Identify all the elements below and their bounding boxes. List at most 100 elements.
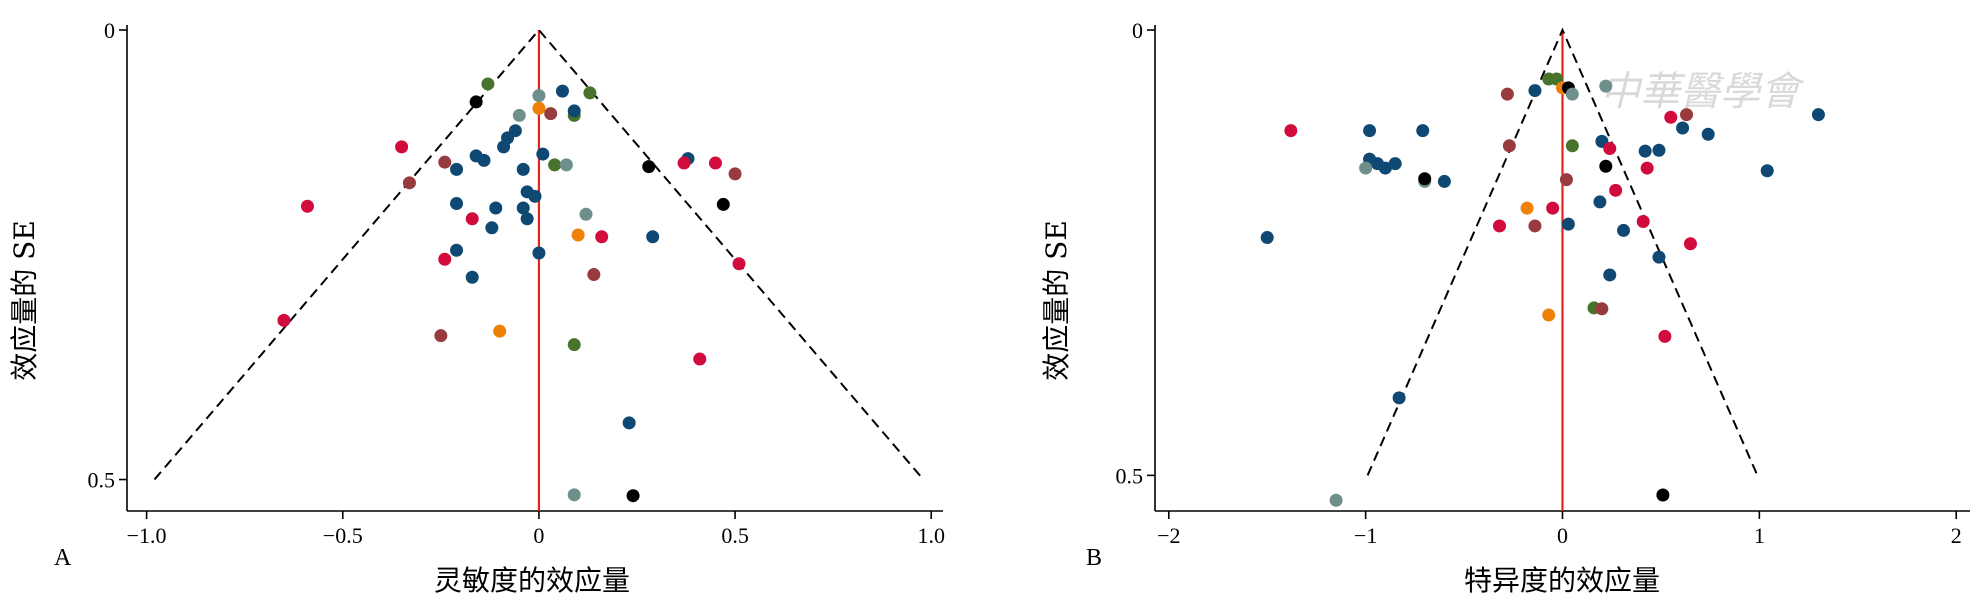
study-point <box>1378 161 1392 175</box>
x-tick-label: 1.0 <box>917 523 945 548</box>
study-point <box>579 207 593 221</box>
study-point <box>626 489 640 503</box>
study-point <box>1599 159 1613 173</box>
study-point <box>1603 268 1617 282</box>
study-point <box>567 338 581 352</box>
study-point <box>520 212 534 226</box>
x-axis-title: 灵敏度的效应量 <box>434 564 630 597</box>
study-point <box>646 230 660 244</box>
study-point <box>567 488 581 502</box>
study-point <box>469 95 483 109</box>
y-tick-label: 0.5 <box>1116 463 1144 488</box>
panel-label: A <box>54 545 72 571</box>
y-tick-label: 0 <box>104 18 115 43</box>
panel-label: B <box>1086 545 1102 571</box>
study-point <box>512 108 526 122</box>
study-point <box>1658 329 1672 343</box>
study-point <box>1701 127 1715 141</box>
study-point <box>1638 144 1652 158</box>
study-point <box>485 221 499 235</box>
x-tick-label: 0 <box>1557 523 1568 548</box>
study-point <box>1683 237 1697 251</box>
study-point <box>595 230 609 244</box>
study-point <box>1520 201 1534 215</box>
study-point <box>1363 124 1377 138</box>
study-point <box>1559 173 1573 187</box>
study-point <box>450 197 464 211</box>
study-point <box>732 257 746 271</box>
study-point <box>1284 124 1298 138</box>
study-point <box>1561 217 1575 231</box>
panel-b-funnel-plot: −2 −1 0 1 2 0 0.5 特异度的效应量 效应量的 SE B <box>1040 18 1970 597</box>
study-point <box>481 77 495 91</box>
study-point <box>516 201 530 215</box>
study-point <box>477 153 491 167</box>
study-point <box>1392 391 1406 405</box>
study-point <box>1493 219 1507 233</box>
study-point <box>571 228 585 242</box>
study-point <box>1528 84 1542 98</box>
panel-a-funnel-plot: −1.0 −0.5 0 0.5 1.0 0 0.5 灵敏度的效应量 效应量的 SE A <box>8 18 945 597</box>
study-point <box>677 156 691 170</box>
study-point <box>1656 488 1670 502</box>
study-point <box>536 147 550 161</box>
study-point <box>1760 164 1774 178</box>
study-point <box>1593 195 1607 209</box>
study-point <box>1676 121 1690 135</box>
x-axis-title: 特异度的效应量 <box>1464 564 1660 597</box>
study-point <box>465 270 479 284</box>
study-point <box>516 162 530 176</box>
study-point <box>1500 87 1514 101</box>
study-point <box>1680 108 1694 122</box>
study-point <box>1664 110 1678 124</box>
study-point <box>1329 493 1343 507</box>
study-point <box>544 107 558 121</box>
study-point <box>532 246 546 260</box>
study-point <box>642 160 656 174</box>
x-tick-label: 1 <box>1754 523 1765 548</box>
funnel-confidence-limits <box>1366 27 1759 476</box>
study-point <box>1652 250 1666 264</box>
study-point <box>1388 157 1402 171</box>
study-point <box>622 416 636 430</box>
x-tick-label: −0.5 <box>323 523 363 548</box>
study-point <box>1609 183 1623 197</box>
study-point <box>728 167 742 181</box>
study-point <box>1502 139 1516 153</box>
study-point <box>1260 231 1274 245</box>
study-point <box>559 158 573 172</box>
study-point <box>489 201 503 215</box>
study-point <box>555 84 569 98</box>
study-point <box>395 140 409 154</box>
study-point <box>402 176 416 190</box>
study-point <box>1542 308 1556 322</box>
funnel-confidence-limits <box>153 28 925 481</box>
x-tick-label: −1.0 <box>127 523 167 548</box>
study-point <box>548 158 562 172</box>
study-point <box>1528 219 1542 233</box>
study-point <box>1565 139 1579 153</box>
study-point <box>1418 172 1432 186</box>
study-point <box>1603 141 1617 155</box>
study-point <box>1617 223 1631 237</box>
study-point <box>528 189 542 203</box>
study-point <box>1565 87 1579 101</box>
study-point <box>567 104 581 118</box>
study-point <box>1640 161 1654 175</box>
study-point <box>1599 79 1613 93</box>
study-point <box>532 101 546 115</box>
study-point <box>465 212 479 226</box>
study-point <box>497 140 511 154</box>
x-tick-label: −1 <box>1354 523 1377 548</box>
study-point <box>587 268 601 282</box>
y-axis-title: 效应量的 SE <box>8 220 41 381</box>
study-point <box>438 252 452 266</box>
study-point <box>1636 215 1650 229</box>
study-point <box>1416 124 1430 138</box>
study-point <box>438 155 452 169</box>
x-tick-label: 0 <box>533 523 544 548</box>
y-tick-label: 0 <box>1132 18 1143 43</box>
study-point <box>1595 302 1609 316</box>
study-point <box>1811 108 1825 122</box>
